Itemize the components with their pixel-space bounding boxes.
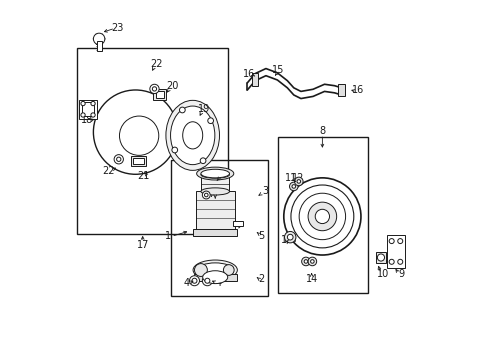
Ellipse shape: [203, 271, 227, 284]
Circle shape: [149, 84, 159, 94]
Circle shape: [116, 157, 121, 161]
Text: 8: 8: [319, 126, 325, 136]
Circle shape: [296, 180, 300, 183]
Circle shape: [304, 260, 307, 263]
Circle shape: [284, 231, 295, 243]
Ellipse shape: [201, 188, 229, 195]
Circle shape: [397, 239, 402, 244]
Circle shape: [388, 239, 393, 244]
Text: 22: 22: [102, 166, 114, 176]
Circle shape: [189, 276, 199, 286]
Ellipse shape: [201, 169, 229, 178]
Text: 7: 7: [208, 189, 214, 199]
Circle shape: [283, 178, 360, 255]
Text: 16: 16: [242, 68, 254, 78]
Polygon shape: [195, 192, 234, 232]
Text: 13: 13: [280, 235, 292, 245]
Circle shape: [194, 264, 207, 276]
Circle shape: [287, 234, 292, 240]
Circle shape: [200, 158, 205, 163]
Polygon shape: [251, 73, 258, 86]
Polygon shape: [386, 235, 404, 267]
Text: 9: 9: [397, 269, 403, 279]
Circle shape: [307, 257, 316, 266]
Circle shape: [114, 155, 123, 164]
Circle shape: [204, 278, 209, 283]
Text: 5: 5: [258, 231, 264, 242]
Circle shape: [397, 259, 402, 264]
Polygon shape: [193, 229, 237, 236]
Polygon shape: [81, 102, 94, 116]
Circle shape: [301, 257, 309, 266]
Text: 16: 16: [351, 85, 364, 95]
Text: 10: 10: [376, 269, 388, 279]
Text: 23: 23: [111, 23, 123, 33]
Circle shape: [179, 107, 185, 113]
Ellipse shape: [201, 171, 229, 178]
Circle shape: [152, 87, 156, 91]
Text: 22: 22: [150, 59, 163, 69]
Polygon shape: [155, 91, 164, 98]
Circle shape: [299, 193, 345, 240]
Circle shape: [289, 182, 298, 191]
Text: 15: 15: [272, 65, 284, 75]
Circle shape: [377, 254, 384, 261]
Polygon shape: [153, 89, 166, 100]
Text: 19: 19: [198, 104, 210, 114]
Ellipse shape: [197, 263, 233, 277]
Circle shape: [93, 33, 104, 45]
Text: 12: 12: [292, 173, 304, 183]
Circle shape: [307, 202, 336, 231]
Circle shape: [91, 102, 95, 106]
Text: 11: 11: [285, 173, 297, 183]
Polygon shape: [133, 158, 143, 163]
Circle shape: [204, 193, 207, 197]
Circle shape: [93, 90, 177, 174]
Text: 4: 4: [215, 278, 222, 288]
Ellipse shape: [165, 100, 219, 170]
Polygon shape: [201, 175, 229, 192]
Text: 14: 14: [305, 274, 317, 284]
Circle shape: [172, 147, 177, 153]
Text: 17: 17: [136, 240, 148, 250]
Circle shape: [202, 191, 210, 199]
Circle shape: [207, 118, 213, 123]
Circle shape: [81, 113, 85, 117]
Circle shape: [388, 259, 393, 264]
Circle shape: [192, 278, 197, 283]
Polygon shape: [130, 156, 146, 166]
Circle shape: [202, 276, 212, 286]
Circle shape: [290, 185, 353, 248]
Polygon shape: [338, 84, 344, 96]
Text: 1: 1: [164, 231, 170, 242]
Circle shape: [91, 113, 95, 117]
Ellipse shape: [170, 106, 214, 165]
Circle shape: [119, 116, 159, 156]
Polygon shape: [286, 234, 294, 241]
Circle shape: [81, 102, 85, 106]
Circle shape: [294, 177, 303, 186]
Text: 21: 21: [137, 171, 150, 181]
Text: 20: 20: [166, 81, 178, 91]
Polygon shape: [233, 221, 243, 226]
Ellipse shape: [196, 167, 233, 180]
Text: 18: 18: [81, 115, 93, 125]
Ellipse shape: [193, 260, 237, 280]
Text: 4: 4: [183, 278, 189, 288]
Polygon shape: [97, 41, 102, 51]
Text: 2: 2: [258, 274, 264, 284]
Circle shape: [310, 260, 313, 263]
Polygon shape: [80, 100, 97, 118]
Circle shape: [315, 209, 329, 224]
Polygon shape: [375, 252, 385, 263]
Circle shape: [223, 265, 234, 275]
Text: 3: 3: [262, 186, 268, 197]
Polygon shape: [193, 274, 236, 281]
Ellipse shape: [183, 122, 203, 149]
Circle shape: [291, 185, 295, 188]
Text: 6: 6: [212, 172, 218, 182]
